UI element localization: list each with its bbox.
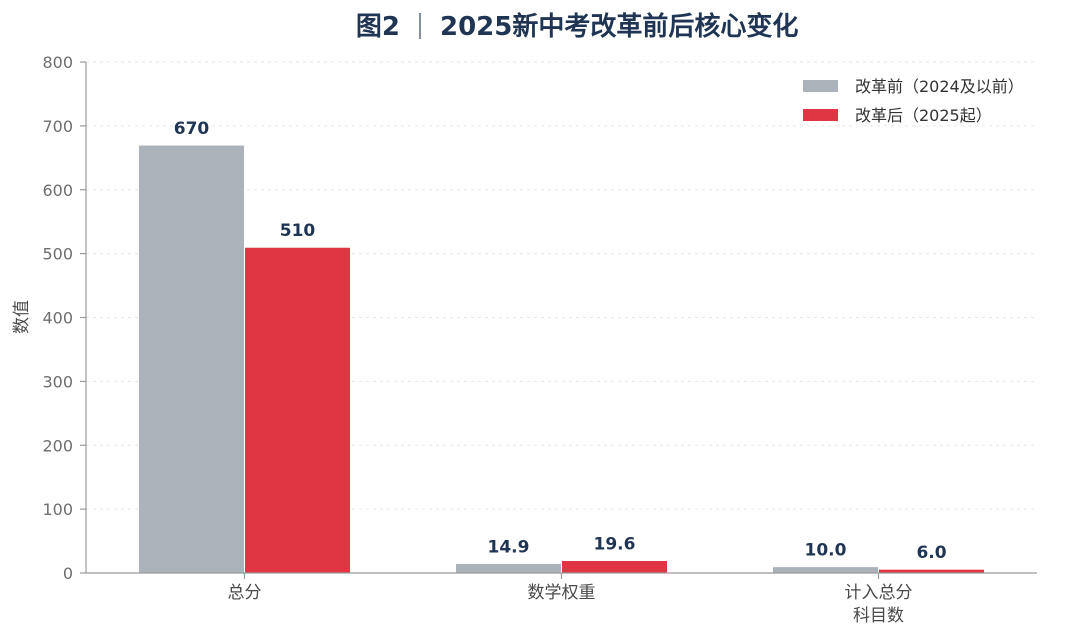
gridlines [86,61,1037,510]
y-tick-label: 200 [42,436,73,455]
y-tick-label: 600 [42,181,73,200]
bar [244,246,351,574]
data-label: 510 [280,221,316,241]
data-label: 6.0 [916,543,946,563]
y-tick-label: 400 [42,309,73,328]
x-tick-label: 计入总分 [845,583,913,603]
legend-label: 改革后（2025起） [855,106,992,125]
x-tick-label: 科目数 [853,606,904,626]
bar [138,144,245,574]
y-tick-label: 500 [42,245,73,264]
chart-title-main: 2025新中考改革前后核心变化 [440,11,798,42]
legend-label: 改革前（2024及以前） [855,77,1024,96]
legend: 改革前（2024及以前） 改革后（2025起） [803,77,1024,125]
data-label: 670 [174,119,210,139]
bar [561,559,668,574]
y-tick-label: 700 [42,117,73,136]
legend-swatch [803,109,838,121]
legend-swatch [803,80,838,92]
y-axis-label: 数值 [12,300,32,334]
x-tick-label: 总分 [228,583,262,603]
y-tick-label: 800 [42,53,73,72]
x-tick-label: 数学权重 [528,583,596,603]
y-tick-label: 0 [63,564,73,583]
y-tick-label: 100 [42,500,73,519]
bars [138,144,985,574]
data-label: 10.0 [805,541,847,561]
chart-title-prefix: 图2 [356,12,400,42]
data-label: 14.9 [488,537,530,557]
y-axis: 0 100 200 300 400 500 600 700 800 [42,53,87,583]
chart-title: 图2 2025新中考改革前后核心变化 [356,11,798,42]
y-tick-label: 300 [42,372,73,391]
data-label: 19.6 [594,534,636,554]
data-labels: 670 510 14.9 19.6 10.0 6.0 [174,119,947,563]
bar [772,566,879,574]
bar [455,562,562,574]
